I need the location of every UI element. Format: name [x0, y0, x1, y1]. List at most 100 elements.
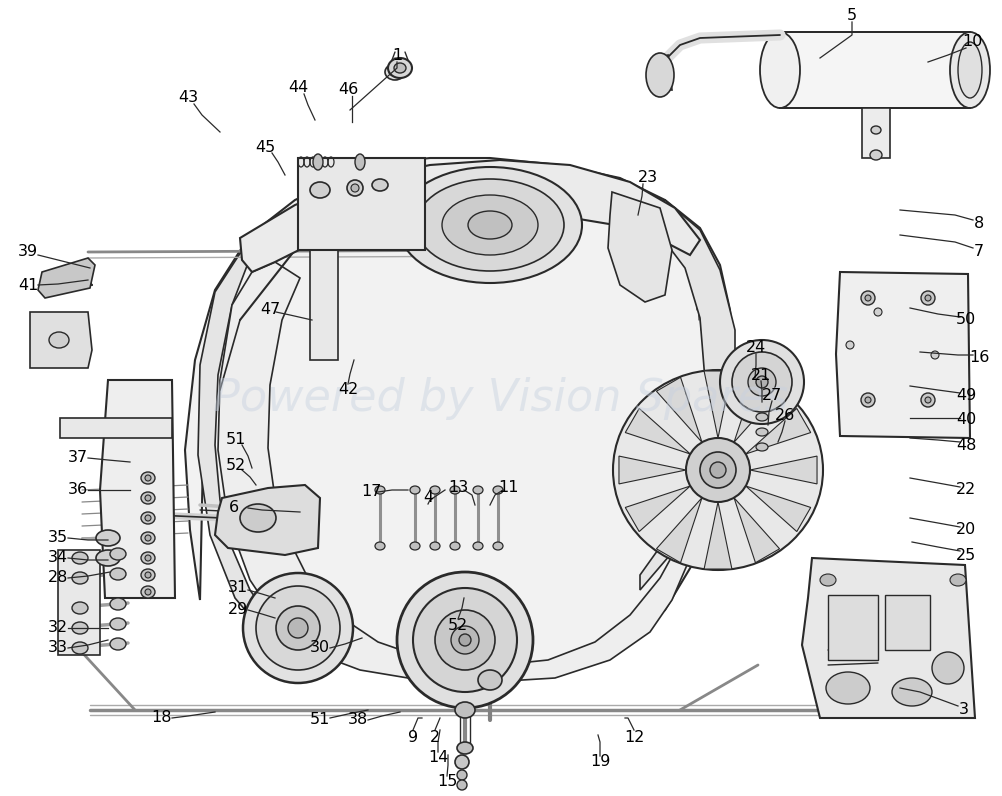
- Ellipse shape: [473, 486, 483, 494]
- Text: 12: 12: [624, 729, 644, 744]
- Text: 42: 42: [338, 383, 358, 397]
- Ellipse shape: [410, 542, 420, 550]
- Ellipse shape: [375, 486, 385, 494]
- Text: 52: 52: [448, 618, 468, 633]
- Polygon shape: [58, 550, 100, 655]
- Ellipse shape: [846, 341, 854, 349]
- Text: 38: 38: [348, 712, 368, 728]
- Text: 26: 26: [775, 408, 796, 423]
- Ellipse shape: [430, 542, 440, 550]
- Text: 11: 11: [499, 479, 519, 494]
- Polygon shape: [240, 160, 700, 272]
- Ellipse shape: [748, 368, 776, 396]
- Ellipse shape: [141, 512, 155, 524]
- Text: 18: 18: [151, 711, 172, 725]
- Ellipse shape: [355, 154, 365, 170]
- Ellipse shape: [141, 472, 155, 484]
- Ellipse shape: [72, 602, 88, 614]
- Text: 51: 51: [225, 432, 246, 447]
- Text: 22: 22: [956, 482, 976, 498]
- Text: 17: 17: [361, 485, 381, 500]
- Ellipse shape: [372, 179, 388, 191]
- Polygon shape: [215, 485, 320, 555]
- Polygon shape: [745, 408, 811, 454]
- Ellipse shape: [646, 53, 674, 97]
- Ellipse shape: [865, 397, 871, 403]
- Text: 46: 46: [338, 83, 358, 97]
- Ellipse shape: [450, 542, 460, 550]
- Ellipse shape: [865, 295, 871, 301]
- Polygon shape: [750, 456, 817, 484]
- Ellipse shape: [242, 498, 274, 522]
- Ellipse shape: [351, 184, 359, 192]
- Polygon shape: [704, 502, 731, 569]
- Ellipse shape: [931, 351, 939, 359]
- Text: 15: 15: [437, 775, 457, 790]
- Ellipse shape: [756, 443, 768, 451]
- Ellipse shape: [72, 642, 88, 654]
- Polygon shape: [745, 486, 811, 532]
- Ellipse shape: [110, 598, 126, 610]
- Ellipse shape: [870, 150, 882, 160]
- Ellipse shape: [435, 610, 495, 670]
- Ellipse shape: [710, 462, 726, 478]
- Text: 33: 33: [48, 641, 68, 655]
- Text: 16: 16: [969, 350, 989, 365]
- Polygon shape: [734, 498, 780, 563]
- Text: 7: 7: [974, 244, 984, 259]
- Text: 35: 35: [48, 530, 68, 545]
- Text: 45: 45: [255, 139, 276, 154]
- Text: 37: 37: [68, 451, 88, 466]
- Text: 36: 36: [68, 482, 88, 498]
- Polygon shape: [185, 158, 735, 678]
- Text: 9: 9: [408, 729, 418, 744]
- Text: 2: 2: [430, 729, 440, 744]
- Text: 34: 34: [48, 551, 68, 565]
- Ellipse shape: [700, 452, 736, 488]
- Text: 21: 21: [750, 368, 772, 383]
- Text: 5: 5: [847, 7, 857, 22]
- Text: 49: 49: [956, 388, 976, 403]
- Ellipse shape: [375, 542, 385, 550]
- Ellipse shape: [145, 555, 151, 561]
- Ellipse shape: [457, 770, 467, 780]
- Ellipse shape: [145, 475, 151, 481]
- Text: 31: 31: [227, 580, 248, 595]
- Text: 23: 23: [638, 170, 658, 185]
- Ellipse shape: [958, 42, 982, 98]
- Ellipse shape: [110, 568, 126, 580]
- Ellipse shape: [451, 626, 479, 654]
- Bar: [828, 595, 878, 660]
- Ellipse shape: [397, 572, 533, 708]
- Polygon shape: [625, 408, 690, 454]
- Polygon shape: [198, 238, 320, 670]
- Ellipse shape: [96, 530, 120, 546]
- Ellipse shape: [950, 574, 966, 586]
- Ellipse shape: [141, 586, 155, 598]
- Ellipse shape: [385, 64, 405, 80]
- Text: 29: 29: [227, 603, 248, 618]
- Text: 8: 8: [974, 217, 984, 232]
- Ellipse shape: [96, 550, 120, 566]
- Polygon shape: [60, 418, 172, 438]
- Text: 10: 10: [962, 34, 982, 49]
- Text: 19: 19: [590, 755, 610, 770]
- Ellipse shape: [450, 486, 460, 494]
- Ellipse shape: [820, 574, 836, 586]
- Ellipse shape: [871, 126, 881, 134]
- Ellipse shape: [455, 755, 469, 769]
- Text: 47: 47: [260, 302, 281, 318]
- Ellipse shape: [110, 618, 126, 630]
- Polygon shape: [640, 200, 735, 590]
- Ellipse shape: [473, 542, 483, 550]
- Ellipse shape: [145, 572, 151, 578]
- Text: 24: 24: [745, 341, 767, 356]
- Ellipse shape: [313, 154, 323, 170]
- Text: 52: 52: [225, 458, 246, 474]
- Text: 27: 27: [762, 388, 783, 403]
- Text: Powered by Vision Spares: Powered by Vision Spares: [213, 377, 789, 419]
- Ellipse shape: [49, 332, 69, 348]
- Ellipse shape: [468, 211, 512, 239]
- Text: 1: 1: [392, 48, 402, 63]
- Polygon shape: [619, 456, 686, 484]
